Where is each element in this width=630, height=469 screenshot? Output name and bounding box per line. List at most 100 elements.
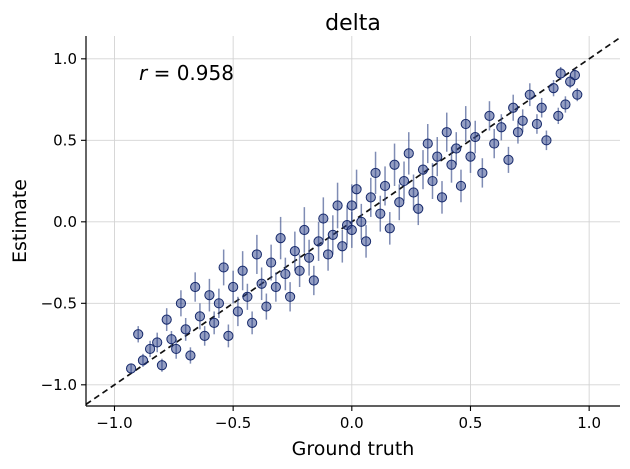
data-point	[484, 110, 495, 121]
data-point	[209, 317, 220, 328]
data-point	[365, 192, 376, 203]
data-point	[356, 216, 367, 227]
data-point	[351, 184, 362, 195]
x-tick-label: 0.5	[459, 414, 483, 432]
data-point	[213, 298, 225, 309]
data-point	[285, 291, 296, 302]
data-point	[185, 350, 196, 361]
data-point	[261, 301, 272, 312]
data-point	[541, 135, 552, 146]
data-point	[223, 330, 234, 342]
data-point	[152, 337, 163, 348]
data-point	[204, 290, 215, 301]
y-tick-label: −0.5	[41, 294, 77, 312]
data-point	[137, 355, 149, 366]
y-tick-label: 0.5	[53, 131, 77, 149]
data-point	[180, 324, 191, 335]
data-point	[175, 298, 187, 309]
data-point	[161, 314, 172, 325]
data-point	[548, 83, 559, 94]
data-point	[337, 241, 348, 252]
data-point	[413, 203, 424, 214]
data-point	[470, 131, 481, 143]
y-axis-ticks: −1.0 −0.5 0.0 0.5 1.0	[41, 50, 86, 394]
data-point	[289, 246, 300, 257]
data-point	[398, 175, 410, 187]
data-point	[256, 278, 267, 289]
data-point	[572, 89, 583, 100]
data-point	[370, 167, 381, 179]
y-axis-label: Estimate	[9, 179, 31, 263]
data-point	[346, 224, 357, 236]
x-tick-label: 0.0	[340, 414, 364, 432]
data-point	[299, 224, 310, 236]
data-point	[512, 127, 524, 138]
data-point	[247, 317, 258, 328]
data-point	[441, 127, 452, 138]
y-tick-label: 0.0	[53, 213, 77, 231]
data-point	[379, 180, 391, 192]
data-point	[144, 343, 156, 355]
data-point	[199, 330, 210, 342]
data-point	[451, 143, 462, 154]
data-point	[536, 102, 547, 113]
data-point	[275, 233, 286, 244]
data-point	[242, 291, 253, 302]
data-point	[455, 180, 467, 192]
data-point	[531, 118, 543, 130]
data-point	[270, 281, 281, 293]
data-point	[460, 118, 471, 130]
data-point	[237, 265, 248, 276]
data-point	[555, 68, 566, 79]
data-point	[322, 249, 334, 260]
data-points	[125, 68, 583, 374]
data-point	[436, 192, 448, 203]
correlation-value: = 0.958	[147, 61, 234, 85]
y-tick-label: 1.0	[53, 50, 77, 68]
x-axis-ticks: −1.0 −0.5 0.0 0.5 1.0	[96, 406, 601, 432]
y-tick-label: −1.0	[41, 376, 77, 394]
data-point	[560, 99, 571, 110]
chart-title: delta	[325, 11, 381, 36]
data-point	[524, 89, 535, 100]
data-point	[346, 200, 357, 211]
data-point	[403, 148, 414, 159]
data-point	[280, 268, 291, 280]
data-point	[477, 167, 488, 179]
data-point	[190, 281, 201, 293]
x-tick-label: −1.0	[96, 414, 132, 432]
data-point	[303, 252, 315, 263]
data-point	[465, 151, 476, 162]
x-axis-label: Ground truth	[292, 438, 415, 460]
data-point	[218, 262, 229, 273]
data-point	[508, 102, 519, 113]
data-point	[194, 311, 206, 322]
data-point	[266, 257, 277, 268]
data-point	[228, 281, 239, 293]
data-point	[489, 138, 500, 149]
data-point	[569, 70, 581, 81]
identity-line	[85, 36, 621, 406]
identity-line-layer	[85, 36, 621, 406]
x-tick-label: −0.5	[215, 414, 251, 432]
data-point	[389, 159, 400, 170]
data-point	[517, 115, 528, 126]
data-point	[313, 236, 324, 247]
data-point	[360, 236, 372, 247]
data-point	[446, 159, 457, 170]
data-point	[496, 122, 507, 133]
data-point	[553, 110, 564, 121]
data-point	[294, 265, 305, 276]
data-point	[133, 329, 144, 340]
data-point	[408, 187, 419, 198]
data-point	[384, 223, 395, 234]
data-point	[166, 334, 177, 345]
correlation-annotation: r = 0.958	[139, 61, 234, 85]
data-point	[171, 343, 182, 355]
data-point	[318, 213, 329, 224]
data-point	[375, 208, 386, 219]
data-point	[308, 275, 319, 286]
data-point	[232, 306, 243, 317]
data-point	[427, 175, 438, 187]
